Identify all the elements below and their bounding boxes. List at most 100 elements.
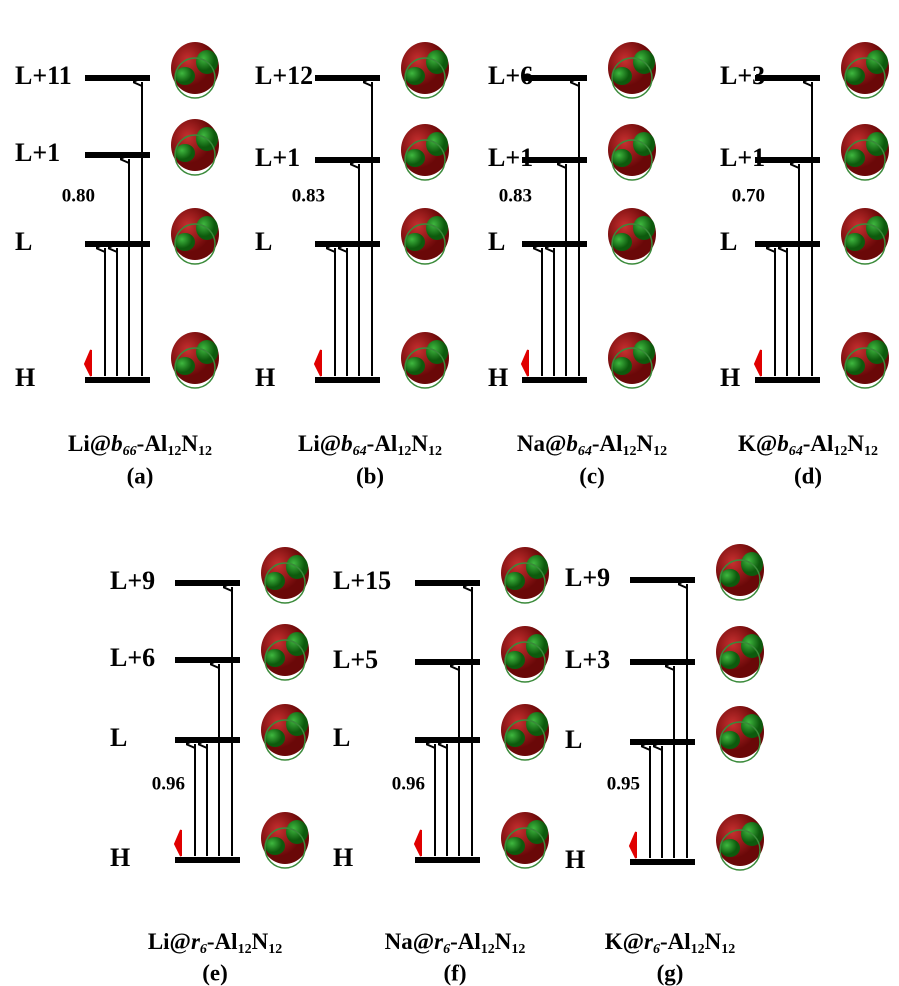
formula: K@b64-Al12N12 [738, 431, 878, 459]
formula-part: -Al [367, 431, 398, 456]
formula-part: 64 [789, 444, 803, 459]
panel: HLL+5L+150.96Na@r6-Al12N12(f) [333, 547, 549, 985]
coefficient: 0.70 [732, 185, 765, 206]
level-label: L+1 [720, 143, 765, 172]
orbital [175, 144, 195, 162]
electron-spin [755, 350, 761, 376]
formula-part: Na@ [385, 929, 435, 955]
formula-part: b [777, 431, 789, 456]
level-label: H [255, 363, 275, 392]
orbital [845, 67, 865, 85]
orbital [845, 149, 865, 167]
electron-spin [522, 350, 528, 376]
formula-part: N [411, 431, 428, 456]
orbital [405, 233, 425, 251]
formula-part: Li@ [148, 929, 191, 955]
formula-part: b [111, 431, 123, 456]
level-label: L [255, 227, 272, 256]
level-label: L+3 [565, 645, 610, 674]
formula-part: 12 [691, 942, 705, 957]
formula-part: N [252, 929, 269, 954]
panel-label: (d) [794, 463, 822, 488]
orbital [612, 233, 632, 251]
formula-part: b [566, 431, 578, 456]
formula-part: 12 [511, 942, 525, 957]
coefficient: 0.95 [607, 773, 640, 794]
level-label: L+6 [110, 643, 155, 672]
orbital [505, 729, 525, 747]
level-label: L+6 [488, 61, 533, 90]
formula-part: Na@ [517, 431, 567, 457]
electron-spin [175, 830, 181, 856]
formula-part: N [847, 431, 864, 456]
formula-part: -Al [207, 929, 238, 954]
panel: HLL+1L+30.70K@b64-Al12N12(d) [720, 42, 889, 488]
coefficient: 0.96 [392, 773, 425, 794]
level-label: L+9 [110, 566, 155, 595]
formula-part: 12 [397, 444, 411, 459]
level-label: L [15, 227, 32, 256]
level-label: L+1 [15, 138, 60, 167]
formula: Na@r6-Al12N12 [385, 929, 526, 957]
formula-part: 12 [428, 444, 442, 459]
formula-part: 12 [721, 942, 735, 957]
coefficient: 0.96 [152, 773, 185, 794]
formula-part: -Al [450, 929, 481, 954]
orbital [720, 839, 740, 857]
formula-part: 12 [198, 444, 212, 459]
level-label: L+11 [15, 61, 72, 90]
coefficient: 0.80 [62, 185, 95, 206]
formula-part: 12 [481, 942, 495, 957]
formula-part: -Al [592, 431, 623, 456]
formula-part: N [495, 929, 512, 954]
orbital [175, 233, 195, 251]
level-label: H [333, 843, 353, 872]
electron-spin [415, 830, 421, 856]
formula-part: -Al [660, 929, 691, 954]
orbital [505, 837, 525, 855]
formula-part: 12 [653, 444, 667, 459]
orbital [720, 731, 740, 749]
formula-part: -Al [137, 431, 168, 456]
orbital [505, 572, 525, 590]
formula-part: 64 [353, 444, 367, 459]
orbital [845, 233, 865, 251]
electron-spin [315, 350, 321, 376]
orbital [505, 651, 525, 669]
level-label: H [720, 363, 740, 392]
level-label: L [333, 723, 350, 752]
level-label: L [488, 227, 505, 256]
level-label: L+12 [255, 61, 313, 90]
formula-part: -Al [803, 431, 834, 456]
orbital [175, 357, 195, 375]
orbital [612, 67, 632, 85]
level-label: L+3 [720, 61, 765, 90]
panel-label: (g) [657, 960, 684, 985]
formula-part: 12 [167, 444, 181, 459]
orbital [265, 649, 285, 667]
coefficient: 0.83 [292, 185, 325, 206]
formula: K@r6-Al12N12 [605, 929, 736, 957]
level-label: L [110, 723, 127, 752]
orbital [265, 729, 285, 747]
formula-part: 6 [200, 942, 207, 957]
panel-label: (f) [444, 960, 467, 985]
formula-part: b [341, 431, 353, 456]
formula-part: 6 [653, 942, 660, 957]
level-label: H [15, 363, 35, 392]
orbital [845, 357, 865, 375]
formula-part: 12 [238, 942, 252, 957]
level-label: H [110, 843, 130, 872]
orbital [175, 67, 195, 85]
orbital [612, 149, 632, 167]
formula-part: Li@ [68, 431, 111, 457]
panel-label: (b) [356, 463, 384, 488]
orbital [720, 651, 740, 669]
level-label: L+5 [333, 645, 378, 674]
level-label: H [565, 845, 585, 874]
orbital [405, 67, 425, 85]
formula: Li@b66-Al12N12 [68, 431, 212, 459]
formula-part: K@ [605, 929, 644, 955]
formula-part: 6 [443, 942, 450, 957]
